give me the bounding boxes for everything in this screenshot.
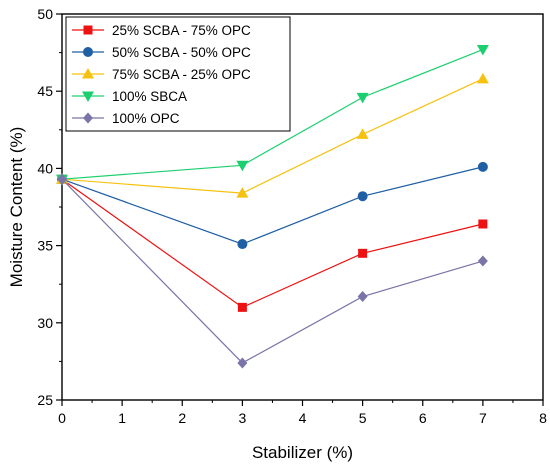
data-point [236, 187, 249, 198]
legend-marker [82, 91, 94, 102]
x-tick-label: 5 [359, 410, 367, 426]
x-tick-label: 3 [238, 410, 246, 426]
data-point [357, 291, 368, 303]
series-line [61, 178, 484, 364]
legend-marker [83, 25, 93, 35]
legend-marker [83, 47, 93, 57]
data-point [477, 255, 488, 267]
y-tick-label: 40 [37, 160, 53, 176]
data-point [478, 219, 488, 229]
legend-label: 75% SCBA - 25% OPC [112, 67, 251, 82]
y-tick-label: 25 [37, 392, 53, 408]
series-layer [56, 45, 489, 369]
series-line [61, 166, 484, 245]
x-tick-label: 4 [299, 410, 307, 426]
x-tick-label: 2 [178, 410, 186, 426]
data-point [237, 302, 247, 312]
x-axis-title: Stabilizer (%) [252, 443, 353, 462]
data-point [237, 239, 248, 250]
x-tick-label: 6 [419, 410, 427, 426]
legend: 25% SCBA - 75% OPC 50% SCBA - 50% OPC 75% … [65, 16, 291, 132]
data-point [236, 160, 249, 172]
legend-marker [82, 68, 94, 79]
data-point [357, 191, 368, 202]
legend-label: 50% SCBA - 50% OPC [112, 45, 251, 60]
data-point [358, 248, 368, 258]
y-tick-label: 45 [37, 83, 53, 99]
legend-label: 100% OPC [112, 111, 180, 126]
data-point [477, 161, 488, 172]
y-tick-label: 35 [37, 238, 53, 254]
data-point [476, 72, 489, 84]
data-point [356, 128, 369, 139]
y-tick-label: 50 [37, 6, 53, 22]
legend-marker [83, 112, 93, 124]
legend-label: 100% SBCA [112, 89, 187, 104]
data-point [237, 357, 248, 369]
series-line [61, 78, 484, 194]
data-point [476, 45, 489, 56]
series-5 [57, 173, 488, 369]
data-point [356, 92, 369, 104]
series-line [61, 178, 484, 309]
y-tick-label: 30 [37, 315, 53, 331]
data-point [57, 173, 67, 185]
x-tick-label: 0 [58, 410, 66, 426]
legend-label: 25% SCBA - 75% OPC [112, 23, 251, 38]
x-tick-label: 1 [118, 410, 126, 426]
series-1 [57, 174, 488, 312]
x-tick-label: 8 [539, 410, 547, 426]
series-4 [56, 45, 489, 186]
y-axis-title: Moisture Content (%) [7, 127, 26, 288]
series-line [61, 48, 484, 180]
x-tick-label: 7 [479, 410, 487, 426]
